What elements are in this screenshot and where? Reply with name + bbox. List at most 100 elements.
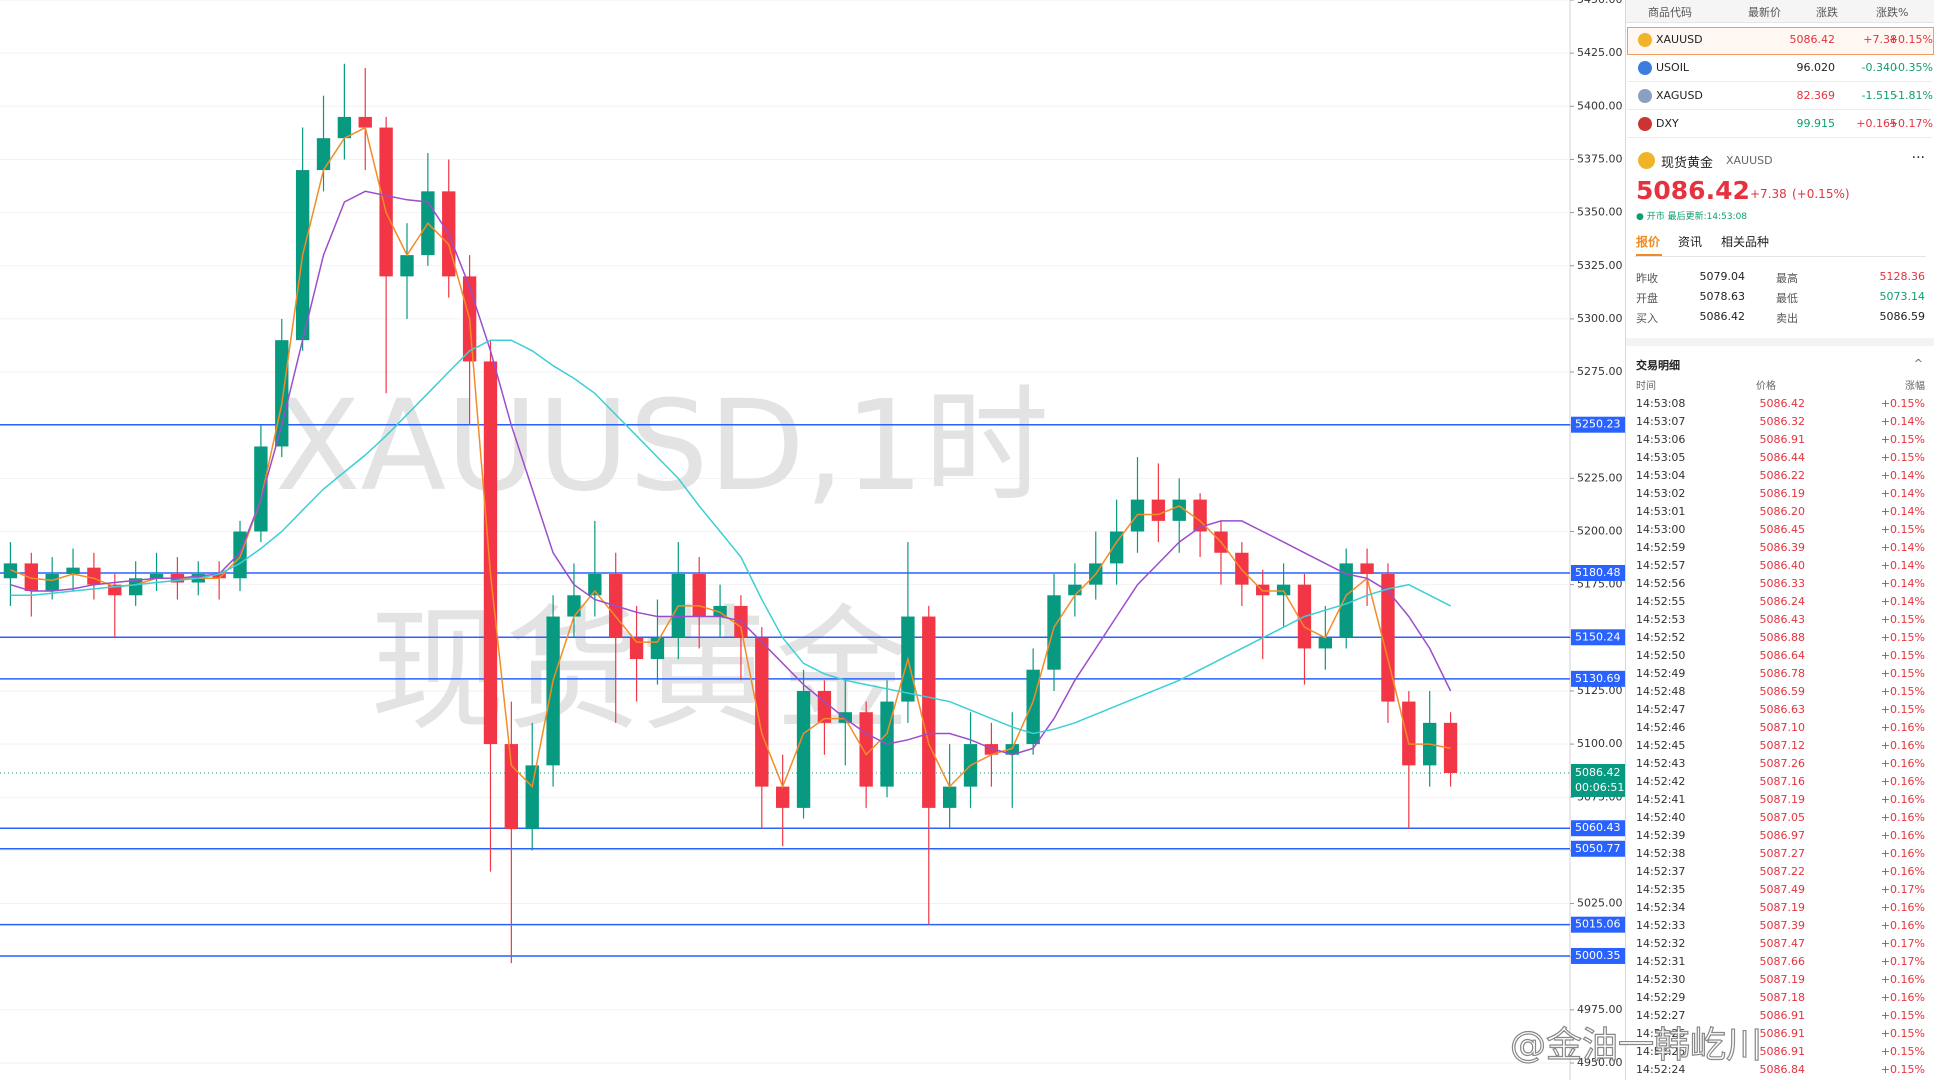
trade-cell: 14:52:30 <box>1636 973 1686 986</box>
candle-body <box>337 116 352 139</box>
moving-average <box>10 339 1451 735</box>
trade-cell: +0.15% <box>1880 1045 1925 1058</box>
collapse[interactable]: ^ <box>1913 357 1923 370</box>
trade-cell: 14:52:24 <box>1636 1063 1686 1076</box>
trade-cell: 14:52:53 <box>1636 613 1686 626</box>
candle-body <box>1360 563 1374 575</box>
tab[interactable]: 相关品种 <box>1721 235 1770 249</box>
stat-label: 开盘 <box>1636 292 1658 305</box>
tab[interactable]: 报价 <box>1636 235 1661 249</box>
trade-cell: 14:52:59 <box>1636 541 1686 554</box>
candle-body <box>1276 584 1291 596</box>
hline-label-box <box>1571 564 1625 581</box>
menu[interactable]: ··· <box>1911 150 1925 166</box>
watchlist-cell: +0.15% <box>1888 33 1933 46</box>
candle-body <box>588 574 602 596</box>
watchlist-row[interactable] <box>1627 27 1934 55</box>
candle-body <box>525 765 539 830</box>
watchlist-row[interactable] <box>1627 55 1932 82</box>
trade-cell: 14:53:08 <box>1636 397 1686 410</box>
stat-label: 最低 <box>1776 292 1798 305</box>
trade-cell: 5086.91 <box>1759 1027 1806 1040</box>
trade-cell: 14:52:41 <box>1636 793 1686 806</box>
candle-body <box>316 138 331 171</box>
trade-cell: 5087.22 <box>1759 865 1806 878</box>
candle-body <box>400 255 414 277</box>
trade-cell: +0.14% <box>1880 487 1925 500</box>
hline-label: 5150.24 <box>1575 630 1621 643</box>
stat-label: 昨收 <box>1636 272 1658 285</box>
trade-cell: +0.14% <box>1880 505 1925 518</box>
trades-header: 价格 <box>1756 381 1776 392</box>
trade-cell: 14:52:56 <box>1636 577 1686 590</box>
candle-body <box>1005 744 1019 755</box>
watchlist-header: 涨跌% <box>1876 6 1909 19</box>
candle-body <box>87 567 101 585</box>
symbol: DXY <box>1656 117 1679 130</box>
watchlist-row[interactable] <box>1627 83 1932 110</box>
watchlist-row[interactable] <box>1627 111 1932 138</box>
y-tick-label: 5350.00 <box>1577 206 1623 219</box>
trade-cell: 14:52:48 <box>1636 685 1686 698</box>
candle-body <box>108 584 122 596</box>
symbol-icon <box>1638 61 1652 75</box>
tab-underline <box>1636 254 1662 256</box>
gold-icon <box>1638 152 1655 169</box>
y-tick-label: 5125.00 <box>1577 684 1623 697</box>
trade-cell: 5086.63 <box>1759 703 1806 716</box>
candle-body <box>358 116 372 128</box>
watchlist-header: 涨跌 <box>1816 6 1838 19</box>
y-tick-label: 5200.00 <box>1577 525 1623 538</box>
tab[interactable]: 资讯 <box>1678 235 1703 249</box>
trade-cell: +0.14% <box>1880 415 1925 428</box>
watchlist-cell: 99.915 <box>1796 117 1836 130</box>
trade-cell: 14:53:05 <box>1636 451 1686 464</box>
trade-cell: 14:52:38 <box>1636 847 1686 860</box>
stat-label: 最高 <box>1776 272 1798 285</box>
candle-body <box>212 574 226 579</box>
y-tick-label: 5100.00 <box>1577 737 1623 750</box>
trade-cell: 5087.19 <box>1759 901 1806 914</box>
y-tick-label: 5375.00 <box>1577 152 1623 165</box>
candle-body <box>24 563 38 592</box>
hline-label-box <box>1571 629 1625 646</box>
trade-cell: +0.15% <box>1880 631 1925 644</box>
watermark: XAUUSD,1时 <box>275 374 1049 519</box>
trade-cell: +0.16% <box>1880 829 1925 842</box>
hline-label-box <box>1571 916 1625 933</box>
candle-body <box>546 616 560 766</box>
trade-cell: 14:52:40 <box>1636 811 1686 824</box>
trade-cell: 5086.42 <box>1759 397 1806 410</box>
trade-cell: +0.14% <box>1880 541 1925 554</box>
candle-body <box>775 786 790 808</box>
candle-body <box>275 340 289 447</box>
stat-value: 5078.63 <box>1699 290 1746 303</box>
trade-cell: 14:52:55 <box>1636 595 1686 608</box>
candle-body <box>1172 499 1186 521</box>
candle-body <box>149 574 164 579</box>
trade-cell: 5086.59 <box>1759 685 1806 698</box>
y-tick-label: 5300.00 <box>1577 312 1623 325</box>
candle-body <box>504 744 519 830</box>
symbol: XAUUSD <box>1656 33 1703 46</box>
trade-cell: +0.16% <box>1880 775 1925 788</box>
candle-body <box>692 574 706 617</box>
trades-header: 时间 <box>1636 381 1656 392</box>
trade-cell: 14:52:43 <box>1636 757 1686 770</box>
y-tick-label: 5025.00 <box>1577 897 1623 910</box>
stat-value: 5086.59 <box>1879 310 1926 323</box>
hline-label-box <box>1571 947 1625 964</box>
candle-body <box>713 605 727 617</box>
trade-cell: +0.16% <box>1880 811 1925 824</box>
candle-body <box>1068 584 1082 596</box>
hline-label: 5000.35 <box>1575 949 1621 962</box>
chart: 4950.004975.005000.005025.005050.005075.… <box>0 0 1625 1080</box>
trade-cell: 5086.84 <box>1759 1063 1806 1076</box>
trade-cell: 14:53:07 <box>1636 415 1686 428</box>
y-tick-label: 5225.00 <box>1577 471 1623 484</box>
watchlist-cell: 82.369 <box>1796 89 1836 102</box>
trade-cell: 5087.05 <box>1759 811 1806 824</box>
trade-cell: 14:52:25 <box>1636 1045 1686 1058</box>
trade-cell: +0.16% <box>1880 973 1925 986</box>
